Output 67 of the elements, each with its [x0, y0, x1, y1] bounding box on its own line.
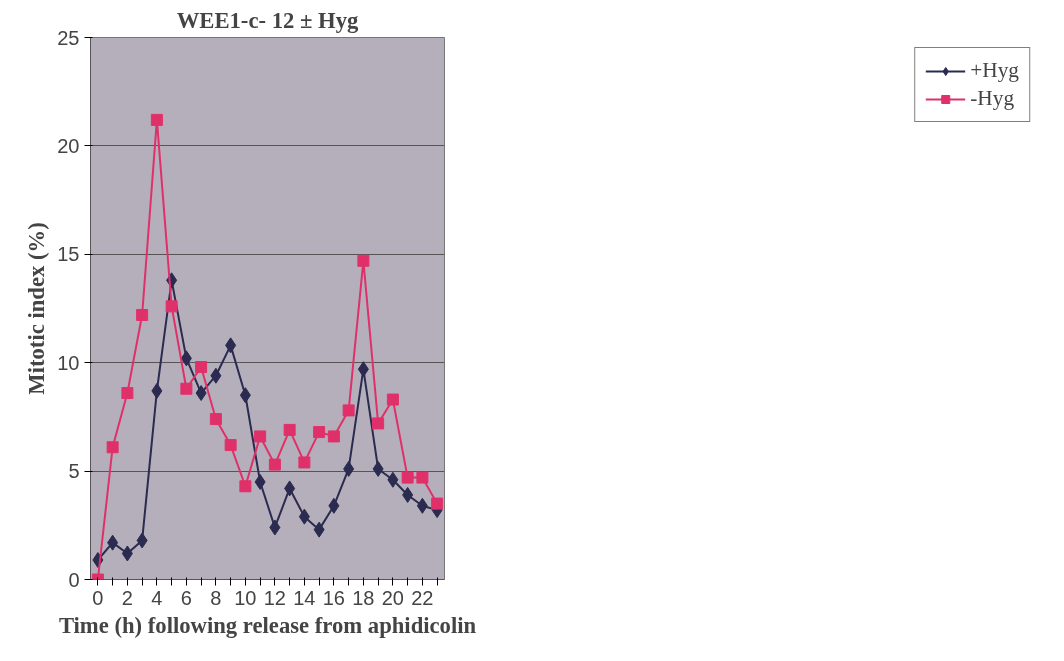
y-tick-label: 5 — [68, 460, 80, 483]
point — [210, 367, 222, 384]
y-tick-label: 0 — [68, 568, 80, 591]
point — [195, 385, 207, 402]
point — [416, 471, 429, 484]
point — [283, 423, 296, 436]
point — [269, 519, 281, 536]
point — [313, 426, 326, 439]
point — [268, 458, 281, 471]
x-tick-label: 10 — [234, 586, 257, 609]
point — [225, 337, 237, 354]
y-axis-title: Mitotic index (%) — [24, 222, 50, 395]
point — [209, 413, 222, 426]
y-tick-label: 25 — [57, 26, 80, 49]
legend-label: +Hyg — [970, 58, 1019, 83]
y-tick-label: 15 — [57, 243, 80, 266]
point — [387, 471, 399, 488]
x-tick-label: 18 — [352, 586, 375, 609]
point — [328, 497, 340, 514]
point — [136, 532, 148, 549]
point — [342, 404, 355, 417]
point — [150, 113, 163, 126]
x-tick-label: 16 — [322, 586, 345, 609]
point — [180, 382, 193, 395]
chart-title: WEE1-c- 12 ± Hyg — [176, 7, 360, 33]
point — [136, 309, 149, 321]
point — [372, 417, 385, 430]
point — [121, 545, 133, 562]
point — [239, 387, 251, 404]
x-tick-label: 4 — [151, 586, 163, 609]
point — [180, 350, 192, 367]
point — [239, 480, 252, 493]
point — [151, 382, 163, 399]
point — [402, 486, 414, 503]
point — [254, 430, 267, 443]
point — [165, 300, 178, 313]
point — [313, 521, 325, 538]
y-tick-label: 20 — [57, 134, 80, 157]
x-axis-title: Time (h) following release from aphidicolin — [58, 612, 477, 638]
point — [298, 508, 310, 525]
point — [107, 534, 119, 551]
point — [254, 473, 266, 490]
point — [357, 254, 370, 267]
x-tick-label: 8 — [210, 586, 222, 609]
point — [401, 471, 414, 484]
point — [106, 441, 119, 454]
x-tick-label: 6 — [180, 586, 192, 609]
x-tick-label: 14 — [293, 586, 316, 609]
y-tick-label: 10 — [57, 351, 80, 374]
point — [357, 361, 369, 378]
x-tick-label: 22 — [411, 586, 434, 609]
point — [224, 439, 237, 452]
point — [195, 361, 208, 374]
point — [298, 456, 311, 469]
point — [343, 460, 355, 477]
point — [372, 460, 384, 477]
point — [416, 497, 428, 514]
point — [284, 480, 296, 497]
x-tick-label: 0 — [92, 586, 104, 609]
legend-label: -Hyg — [970, 86, 1015, 111]
point — [431, 497, 444, 510]
point — [121, 387, 134, 400]
x-tick-label: 20 — [381, 586, 404, 609]
point — [327, 430, 340, 443]
point — [386, 393, 399, 406]
x-tick-label: 12 — [263, 586, 286, 609]
x-tick-label: 2 — [121, 586, 133, 609]
